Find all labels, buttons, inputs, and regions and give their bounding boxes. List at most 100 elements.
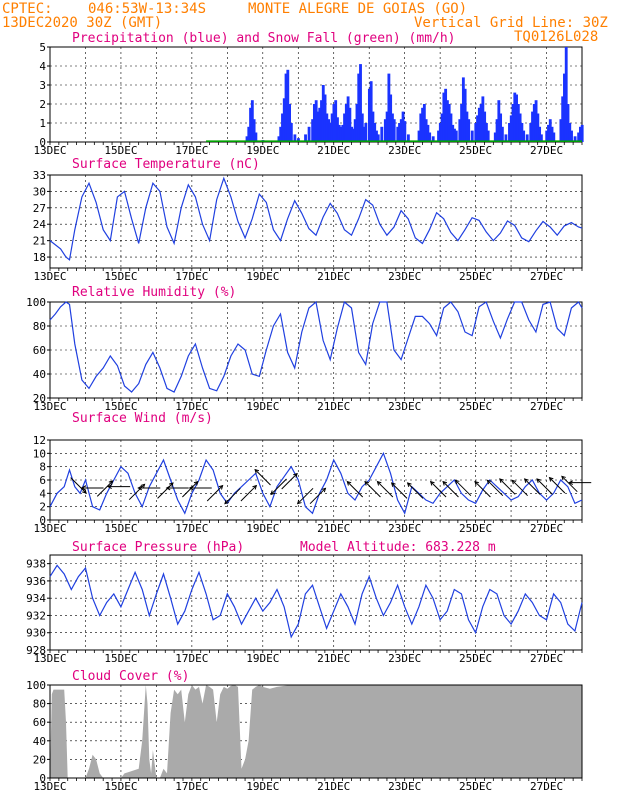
wind-arrow-head — [296, 499, 302, 505]
x-tick-label: 21DEC — [317, 270, 350, 283]
wind-arrow — [346, 480, 364, 498]
x-tick-label: 13DEC — [33, 780, 66, 793]
precip-bar — [314, 100, 318, 142]
precip-bar — [426, 124, 430, 142]
precip-bar — [486, 130, 490, 142]
precip-bar — [564, 47, 568, 142]
x-tick-label: 15DEC — [104, 780, 137, 793]
precip-bar — [518, 113, 522, 142]
wind-arrow-head — [536, 478, 542, 483]
precip-bar — [552, 132, 556, 142]
precip-bar — [341, 124, 345, 142]
y-tick-label: 6 — [39, 474, 46, 487]
x-tick-label: 19DEC — [246, 522, 279, 535]
wind-arrow-shaft — [364, 481, 381, 498]
x-tick-label: 15DEC — [104, 270, 137, 283]
precip-bar — [504, 134, 508, 142]
precip-bar — [396, 126, 400, 142]
x-tick-label: 23DEC — [388, 652, 421, 665]
wind-arrow-head — [568, 480, 573, 486]
precip-bar — [577, 132, 581, 142]
panel-title: Surface Pressure (hPa) — [72, 540, 244, 555]
wind-arrow-head — [107, 484, 112, 490]
x-tick-label: 17DEC — [175, 270, 208, 283]
wind-arrow-shaft — [224, 487, 241, 505]
precip-bar — [548, 119, 552, 142]
panel-precip: 0 1 2 3 4 5 13DEC 15DEC 17DEC 19DEC 21DEC 23DEC 25DE… — [33, 31, 584, 157]
wind-arrow — [296, 487, 314, 505]
panel-annotation: Model Altitude: 683.228 m — [300, 540, 496, 555]
panel-pressure: 928 930 932 934 936 938 13DEC 15DEC 17DEC 19DEC 21… — [26, 540, 583, 665]
x-tick-label: 15DEC — [104, 400, 137, 413]
precip-bar — [438, 123, 442, 142]
y-tick-label: 928 — [26, 644, 46, 657]
wind-arrow-shaft — [524, 478, 541, 495]
precip-bar — [495, 119, 499, 142]
x-tick-label: 17DEC — [175, 144, 208, 157]
precip-bar — [476, 115, 479, 142]
precip-bar — [348, 107, 352, 142]
series-line-humidity — [49, 300, 583, 393]
x-tick-label: 13DEC — [33, 652, 66, 665]
header-run: 13DEC2020 30Z (GMT) — [2, 15, 163, 31]
precip-bar — [531, 111, 534, 142]
panel-title: Surface Temperature (nC) — [72, 157, 260, 172]
precip-bar — [344, 104, 348, 142]
x-tick-label: 27DEC — [530, 522, 563, 535]
y-tick-label: 4 — [39, 487, 46, 500]
x-tick-label: 21DEC — [317, 144, 350, 157]
y-tick-label: 2 — [39, 501, 46, 514]
precip-bar — [419, 113, 423, 142]
y-tick-label: 30 — [33, 185, 46, 198]
precip-bar — [421, 107, 424, 142]
precip-bar — [493, 132, 497, 142]
wind-arrow-shaft — [474, 481, 491, 498]
wind-arrow — [165, 485, 189, 491]
wind-arrow-head — [376, 480, 382, 486]
wind-arrow — [548, 476, 566, 494]
precip-bar — [284, 73, 288, 142]
wind-arrow-head — [390, 482, 396, 487]
precip-bar — [334, 100, 338, 142]
precip-bar — [477, 107, 481, 142]
y-tick-label: 27 — [33, 202, 46, 215]
precip-bar — [573, 136, 577, 142]
x-tick-label: 23DEC — [388, 522, 421, 535]
precip-bar — [353, 119, 357, 142]
precip-bar — [371, 111, 375, 142]
x-tick-label: 17DEC — [175, 400, 208, 413]
precip-bar — [440, 113, 444, 142]
precip-bar — [536, 113, 540, 142]
y-tick-label: 40 — [33, 368, 46, 381]
x-tick-label: 13DEC — [33, 400, 66, 413]
precip-bar — [304, 134, 307, 142]
wind-arrow-head — [168, 482, 174, 487]
precip-bar — [355, 104, 359, 142]
wind-arrow-shaft — [297, 487, 314, 505]
series-line-pressure — [49, 564, 583, 639]
precip-bar — [520, 123, 524, 142]
y-tick-label: 5 — [39, 41, 46, 54]
cloud-cover-area — [50, 685, 582, 778]
wind-arrow — [70, 477, 87, 494]
precip-bar — [559, 119, 563, 142]
precip-bar — [252, 119, 256, 142]
x-tick-label: 27DEC — [530, 400, 563, 413]
precip-bar — [249, 107, 252, 142]
wind-arrow-head — [193, 480, 199, 486]
wind-arrow — [224, 487, 241, 505]
x-tick-label: 23DEC — [388, 144, 421, 157]
precip-bar — [470, 130, 474, 142]
x-tick-label: 17DEC — [175, 522, 208, 535]
wind-arrow-shaft — [128, 483, 145, 501]
wind-arrow — [107, 484, 131, 490]
header-model-code: TQ0126L028 — [514, 29, 599, 45]
precip-bar — [481, 96, 485, 142]
panel-title: Surface Wind (m/s) — [72, 411, 213, 426]
precip-bar — [463, 88, 467, 142]
wind-arrow-head — [406, 482, 412, 487]
x-tick-label: 13DEC — [33, 144, 66, 157]
wind-arrow — [206, 484, 224, 502]
precip-bar — [406, 134, 410, 142]
